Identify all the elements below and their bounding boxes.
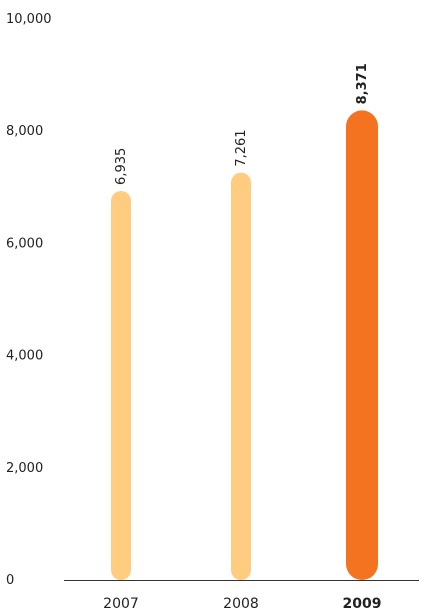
y-tick-label: 10,000 — [6, 12, 52, 27]
bar-2008 — [231, 172, 251, 580]
x-tick-label-2009: 2009 — [343, 596, 382, 612]
bars — [111, 110, 378, 580]
y-tick-label: 4,000 — [6, 349, 43, 364]
y-tick-label: 8,000 — [6, 124, 43, 139]
x-axis-category-labels: 2007 2008 2009 — [103, 596, 381, 612]
y-axis-tick-labels: 0 2,000 4,000 6,000 8,000 10,000 — [6, 12, 52, 588]
data-label-2007: 6,935 — [114, 148, 129, 185]
bar-2007 — [111, 190, 131, 580]
data-label-2008: 7,261 — [234, 129, 249, 166]
y-tick-label: 0 — [6, 573, 14, 588]
y-tick-label: 6,000 — [6, 236, 43, 251]
bar-2009 — [346, 110, 378, 580]
data-labels: 6,935 7,261 8,371 — [114, 63, 370, 185]
x-tick-label-2007: 2007 — [103, 596, 139, 612]
data-label-2009: 8,371 — [355, 63, 370, 104]
x-tick-label-2008: 2008 — [223, 596, 259, 612]
y-tick-label: 2,000 — [6, 461, 43, 476]
